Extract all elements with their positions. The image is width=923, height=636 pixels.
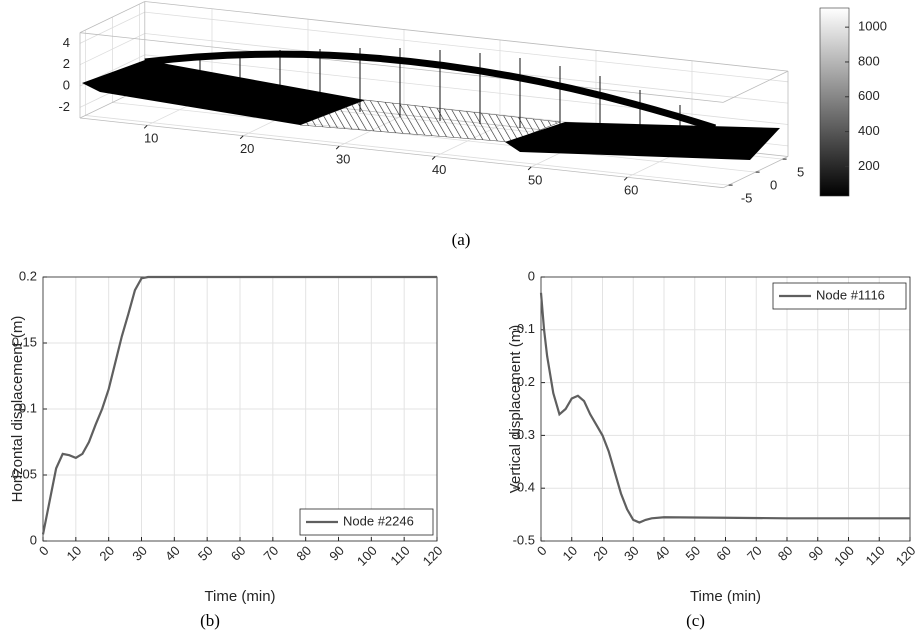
- legend-label: Node #2246: [343, 513, 414, 528]
- y-tick-label: 0: [770, 178, 777, 193]
- z-tick-label: 2: [63, 56, 70, 71]
- x-tick-label: 90: [805, 543, 826, 564]
- tick: [624, 177, 627, 180]
- caption: (c): [686, 611, 705, 630]
- x-tick-label: 80: [775, 543, 796, 564]
- y-axis-label: Vertical displacement (m): [507, 325, 524, 493]
- x-tick-label: 20: [96, 543, 117, 564]
- page: {"chart_data": [ {"type": "surface3d", "…: [0, 0, 923, 636]
- x-tick-label: 30: [129, 543, 150, 564]
- x-tick-label: 40: [162, 543, 183, 564]
- caption: (a): [452, 230, 471, 249]
- x-tick-label: 60: [713, 543, 734, 564]
- z-tick-label: 4: [63, 35, 70, 50]
- x-tick-label: 120: [420, 543, 446, 569]
- x-tick-label: 80: [293, 543, 314, 564]
- z-tick-label: -2: [58, 99, 70, 114]
- x-tick-label: 50: [195, 543, 216, 564]
- tick: [528, 167, 531, 170]
- x-tick-label: 10: [559, 543, 580, 564]
- x-tick-label: 90: [326, 543, 347, 564]
- left-deck: [82, 60, 365, 125]
- colorbar-label: 400: [858, 123, 880, 138]
- x-tick-label: 40: [432, 162, 446, 177]
- x-tick-label: 60: [624, 183, 638, 198]
- y-tick-label: 0: [30, 532, 37, 547]
- x-tick-label: 70: [744, 543, 765, 564]
- y-axis-label: Horizontal displacement (m): [9, 316, 26, 503]
- axis-edge: [145, 1, 788, 71]
- figure: 420-210203040506050-52004006008001000(a)…: [0, 0, 923, 636]
- x-tick-label: 70: [261, 543, 282, 564]
- x-tick-label: 20: [590, 543, 611, 564]
- x-tick-label: 50: [528, 172, 542, 187]
- x-tick-label: 110: [387, 543, 412, 568]
- colorbar-label: 600: [858, 88, 880, 103]
- tick: [336, 146, 339, 149]
- x-tick-label: 0: [534, 543, 550, 559]
- x-tick-label: 10: [144, 131, 158, 146]
- caption: (b): [200, 611, 220, 630]
- tick: [240, 136, 243, 139]
- y-tick-label: 5: [797, 165, 804, 180]
- x-tick-label: 30: [336, 152, 350, 167]
- x-axis-label: Time (min): [204, 588, 275, 605]
- y-tick-label: 0.2: [19, 268, 37, 283]
- x-tick-label: 50: [682, 543, 703, 564]
- z-tick-label: 0: [63, 77, 70, 92]
- x-tick-label: 0: [36, 543, 52, 559]
- x-tick-label: 120: [893, 543, 919, 569]
- colorbar: [820, 8, 849, 196]
- bridge-render: [82, 48, 780, 160]
- legend-label: Node #1116: [816, 287, 885, 302]
- x-tick-label: 100: [831, 543, 857, 569]
- colorbar-label: 800: [858, 53, 880, 68]
- colorbar-label: 200: [858, 158, 880, 173]
- y-tick-label: -0.5: [513, 532, 535, 547]
- y-tick-label: 0: [528, 268, 535, 283]
- x-tick-label: 100: [354, 543, 380, 569]
- x-tick-label: 30: [621, 543, 642, 564]
- x-tick-label: 20: [240, 141, 254, 156]
- tick: [432, 157, 435, 160]
- x-tick-label: 10: [64, 543, 85, 564]
- x-tick-label: 60: [228, 543, 249, 564]
- x-tick-label: 110: [863, 543, 888, 568]
- tick: [144, 125, 147, 128]
- y-tick-label: -5: [741, 191, 753, 206]
- x-axis-label: Time (min): [690, 588, 761, 605]
- colorbar-label: 1000: [858, 19, 887, 34]
- x-tick-label: 40: [652, 543, 673, 564]
